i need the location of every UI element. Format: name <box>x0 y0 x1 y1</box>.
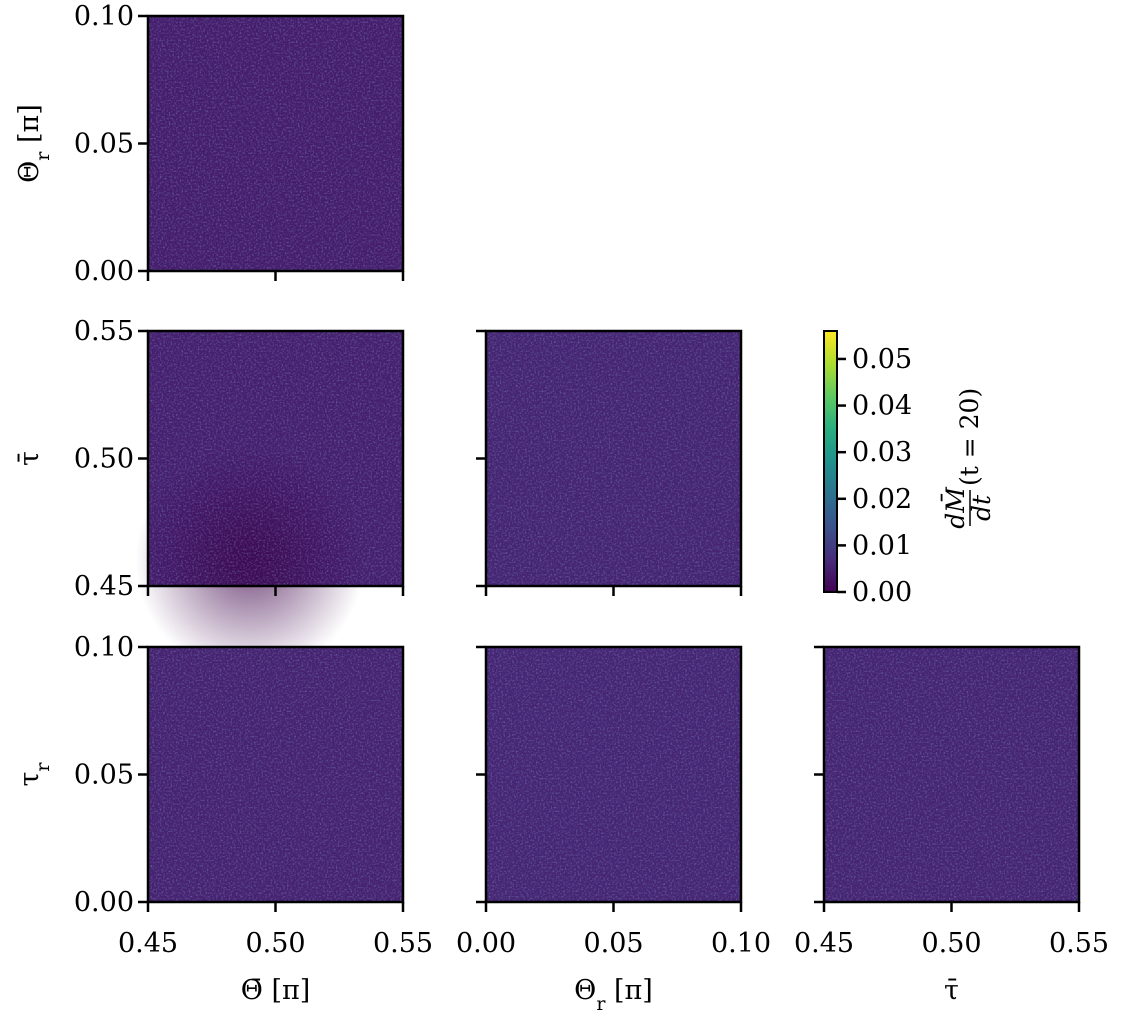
colorbar-label: dM̄dt (t = 20) <box>941 388 996 529</box>
colorbar-tick-label: 0.00 <box>852 577 912 608</box>
y-tick-label: 0.55 <box>74 316 134 347</box>
y-tick-label: 0.00 <box>74 887 134 918</box>
noise-texture <box>148 16 403 271</box>
x-tick-label: 0.50 <box>245 928 305 959</box>
colorbar-gradient <box>824 331 837 592</box>
noise-texture <box>486 647 741 902</box>
x-tick-label: 0.05 <box>583 928 643 959</box>
x-tick-label: 0.55 <box>1049 928 1109 959</box>
noise-texture <box>486 331 741 586</box>
y-axis-label: τ̄ <box>14 451 45 466</box>
colorbar: 0.00 0.01 0.02 0.03 0.04 0.05 dM̄dt (t = 20) <box>823 330 996 608</box>
colorbar-label-denominator: dt <box>967 494 996 521</box>
x-tick-label: 0.00 <box>456 928 516 959</box>
panels-layer: 0.00 0.05 0.10 Θr [π] 0.45 0.50 0.55 τ̄ 0.45 0.50… <box>14 1 1109 1015</box>
y-axis-label: τr <box>14 762 54 787</box>
noise-texture <box>148 647 403 902</box>
y-tick-label: 0.05 <box>74 129 134 160</box>
x-tick-label: 0.10 <box>711 928 771 959</box>
x-axis-label: Θ̄ [π] <box>241 975 311 1006</box>
noise-texture <box>148 331 403 586</box>
y-axis-label: Θr [π] <box>14 104 54 183</box>
colorbar-frame <box>823 330 838 593</box>
x-axis-label: τ̄ <box>944 975 959 1006</box>
colorbar-tick-label: 0.03 <box>852 437 912 468</box>
x-tick-label: 0.55 <box>373 928 433 959</box>
y-tick-label: 0.10 <box>74 1 134 32</box>
y-tick-label: 0.50 <box>74 444 134 475</box>
colorbar-tick-label: 0.01 <box>852 530 912 561</box>
x-tick-label: 0.50 <box>921 928 981 959</box>
noise-texture <box>824 647 1079 902</box>
colorbar-tick-label: 0.02 <box>852 484 912 515</box>
x-tick-label: 0.45 <box>794 928 854 959</box>
colorbar-label-tail: (t = 20) <box>955 388 984 486</box>
y-tick-label: 0.00 <box>74 256 134 287</box>
y-tick-label: 0.10 <box>74 632 134 663</box>
x-tick-label: 0.45 <box>118 928 178 959</box>
y-tick-label: 0.45 <box>74 571 134 602</box>
colorbar-tick-label: 0.05 <box>852 344 912 375</box>
colorbar-label-numerator: dM̄ <box>941 486 970 529</box>
x-axis-label: Θr [π] <box>574 975 653 1015</box>
colorbar-tick-label: 0.04 <box>852 391 912 422</box>
y-tick-label: 0.05 <box>74 760 134 791</box>
